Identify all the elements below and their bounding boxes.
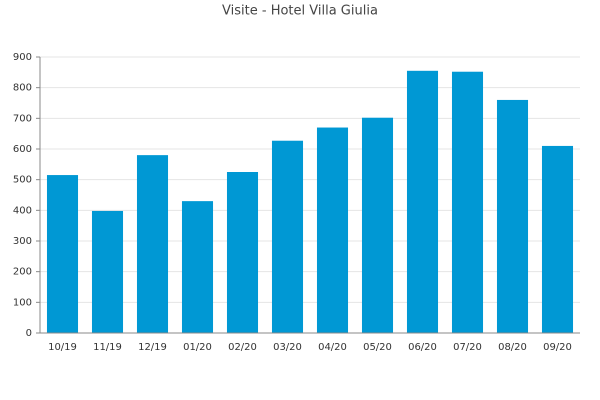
y-tick-label: 900 bbox=[13, 52, 32, 63]
chart-title: Visite - Hotel Villa Giulia bbox=[222, 4, 378, 19]
y-tick-label: 800 bbox=[13, 83, 32, 94]
y-tick-label: 300 bbox=[13, 236, 32, 247]
x-tick-label: 04/20 bbox=[318, 342, 347, 353]
y-tick-label: 200 bbox=[13, 267, 32, 278]
bar bbox=[406, 70, 439, 334]
bar bbox=[136, 155, 169, 333]
y-tick-label: 0 bbox=[26, 328, 32, 339]
bar bbox=[271, 140, 304, 333]
bar bbox=[361, 117, 394, 333]
x-tick-label: 07/20 bbox=[453, 342, 482, 353]
y-tick-label: 100 bbox=[13, 297, 32, 308]
x-tick-label: 12/19 bbox=[138, 342, 167, 353]
x-tick-label: 08/20 bbox=[498, 342, 527, 353]
x-tick-label: 09/20 bbox=[543, 342, 572, 353]
y-tick-label: 500 bbox=[13, 175, 32, 186]
bar bbox=[181, 201, 214, 333]
bar bbox=[451, 71, 484, 333]
x-tick-label: 02/20 bbox=[228, 342, 257, 353]
bar bbox=[316, 127, 349, 334]
x-tick-label: 10/19 bbox=[48, 342, 77, 353]
y-tick-label: 600 bbox=[13, 144, 32, 155]
x-tick-label: 06/20 bbox=[408, 342, 437, 353]
x-tick-label: 01/20 bbox=[183, 342, 212, 353]
bar bbox=[46, 175, 79, 333]
bar bbox=[91, 210, 124, 333]
bar bbox=[496, 99, 529, 333]
y-tick-label: 700 bbox=[13, 113, 32, 124]
x-tick-label: 03/20 bbox=[273, 342, 302, 353]
x-tick-label: 11/19 bbox=[93, 342, 122, 353]
bar bbox=[226, 172, 259, 333]
bar bbox=[541, 145, 574, 333]
x-tick-label: 05/20 bbox=[363, 342, 392, 353]
y-tick-label: 400 bbox=[13, 205, 32, 216]
